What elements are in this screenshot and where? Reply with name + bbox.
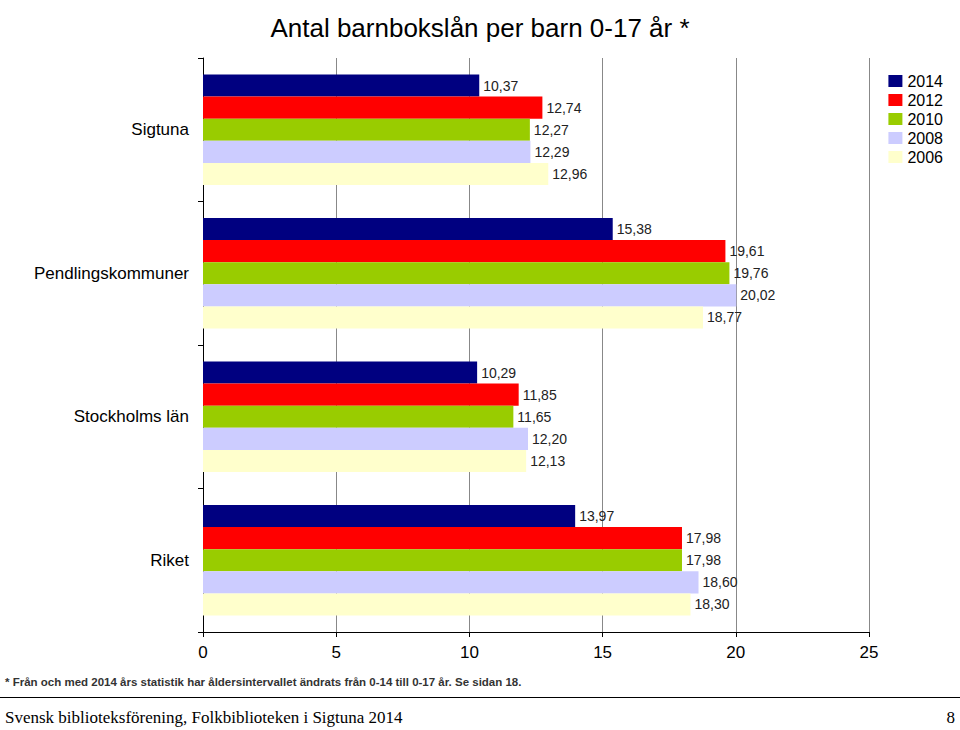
svg-text:10,29: 10,29 <box>481 365 516 381</box>
svg-text:18,77: 18,77 <box>707 309 742 325</box>
svg-text:17,98: 17,98 <box>686 530 721 546</box>
svg-text:0: 0 <box>198 643 207 662</box>
svg-text:2008: 2008 <box>907 130 943 147</box>
svg-text:Antal barnbokslån per barn 0-1: Antal barnbokslån per barn 0-17 år * <box>270 13 689 43</box>
svg-text:17,98: 17,98 <box>686 552 721 568</box>
svg-text:11,65: 11,65 <box>517 409 551 425</box>
html-text:Svensk biblioteksförening, Fol: Svensk biblioteksförening, Folkbibliotek… <box>5 708 403 727</box>
svg-text:12,13: 12,13 <box>530 453 565 469</box>
svg-text:19,76: 19,76 <box>733 265 768 281</box>
svg-text:13,97: 13,97 <box>579 508 614 524</box>
svg-text:Stockholms län: Stockholms län <box>74 407 189 426</box>
html-text:* Från och med 2014 års statis: * Från och med 2014 års statistik har ål… <box>5 676 522 688</box>
svg-text:12,20: 12,20 <box>532 431 567 447</box>
svg-text:12,29: 12,29 <box>534 144 569 160</box>
svg-text:2014: 2014 <box>907 73 943 90</box>
svg-text:Pendlingskommuner: Pendlingskommuner <box>34 264 189 283</box>
svg-text:11,85: 11,85 <box>523 387 557 403</box>
svg-text:5: 5 <box>331 643 340 662</box>
svg-text:20,02: 20,02 <box>740 287 775 303</box>
svg-text:12,74: 12,74 <box>546 100 581 116</box>
svg-text:2010: 2010 <box>907 111 943 128</box>
svg-text:Sigtuna: Sigtuna <box>131 120 189 139</box>
svg-text:15: 15 <box>593 643 612 662</box>
svg-text:20: 20 <box>726 643 745 662</box>
html-text:8: 8 <box>946 708 955 727</box>
svg-text:18,60: 18,60 <box>703 574 738 590</box>
svg-text:2006: 2006 <box>907 149 943 166</box>
svg-text:Riket: Riket <box>150 551 189 570</box>
svg-text:12,27: 12,27 <box>534 122 569 138</box>
svg-text:10: 10 <box>460 643 479 662</box>
svg-text:18,30: 18,30 <box>695 596 730 612</box>
svg-text:15,38: 15,38 <box>617 221 652 237</box>
svg-text:25: 25 <box>860 643 879 662</box>
svg-text:2012: 2012 <box>907 92 943 109</box>
svg-text:10,37: 10,37 <box>483 78 518 94</box>
svg-text:12,96: 12,96 <box>552 166 587 182</box>
svg-text:19,61: 19,61 <box>729 243 764 259</box>
